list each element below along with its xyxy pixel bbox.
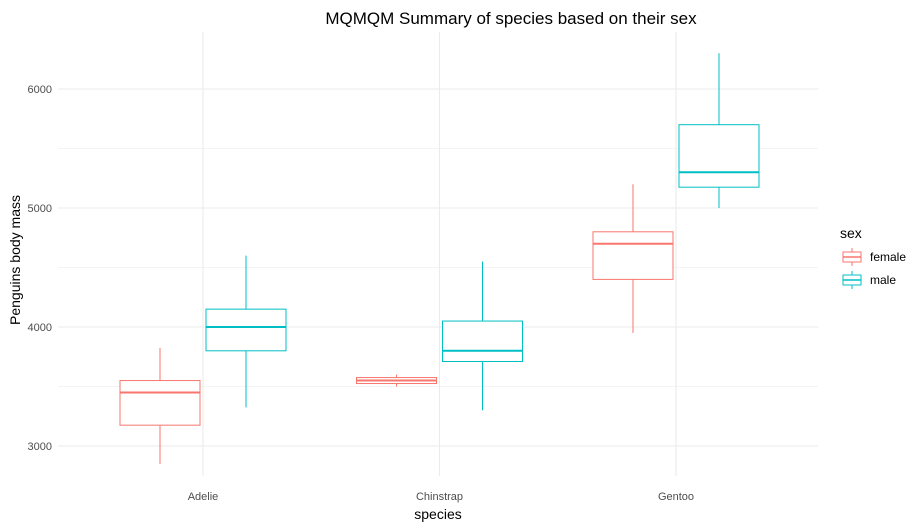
chart-title: MQMQM Summary of species based on their … [325, 9, 697, 28]
legend-title: sex [840, 225, 862, 241]
x-tick-label: Gentoo [658, 491, 694, 503]
grid-lines [58, 32, 818, 476]
iqr-box [119, 380, 201, 426]
y-axis-title: Penguins body mass [7, 195, 23, 325]
legend-item-female: female [842, 248, 906, 266]
box-male-adelie [205, 255, 287, 408]
box-female-chinstrap [356, 374, 437, 387]
y-tick-label: 3000 [28, 441, 52, 453]
legend-item-male: male [842, 271, 896, 289]
box-female-adelie [119, 347, 201, 464]
legend: sex female male [840, 225, 906, 289]
iqr-box [678, 124, 760, 188]
x-axis-title: species [414, 506, 461, 522]
box-male-chinstrap [442, 261, 523, 411]
legend-items: female male [842, 248, 906, 289]
axes: 3000 4000 5000 6000 Adelie Chinstrap Gentoo [28, 84, 695, 503]
box-female-gentoo [592, 184, 674, 333]
x-tick-label: Chinstrap [416, 491, 463, 503]
y-tick-label: 5000 [28, 203, 52, 215]
y-tick-label: 4000 [28, 322, 52, 334]
legend-label: female [870, 250, 906, 264]
iqr-box [205, 308, 287, 352]
box-male-gentoo [678, 53, 760, 208]
legend-label: male [870, 273, 896, 287]
y-tick-label: 6000 [28, 84, 52, 96]
x-tick-label: Adelie [188, 491, 219, 503]
iqr-box [592, 231, 674, 280]
boxes [119, 53, 760, 464]
iqr-box [442, 320, 523, 363]
